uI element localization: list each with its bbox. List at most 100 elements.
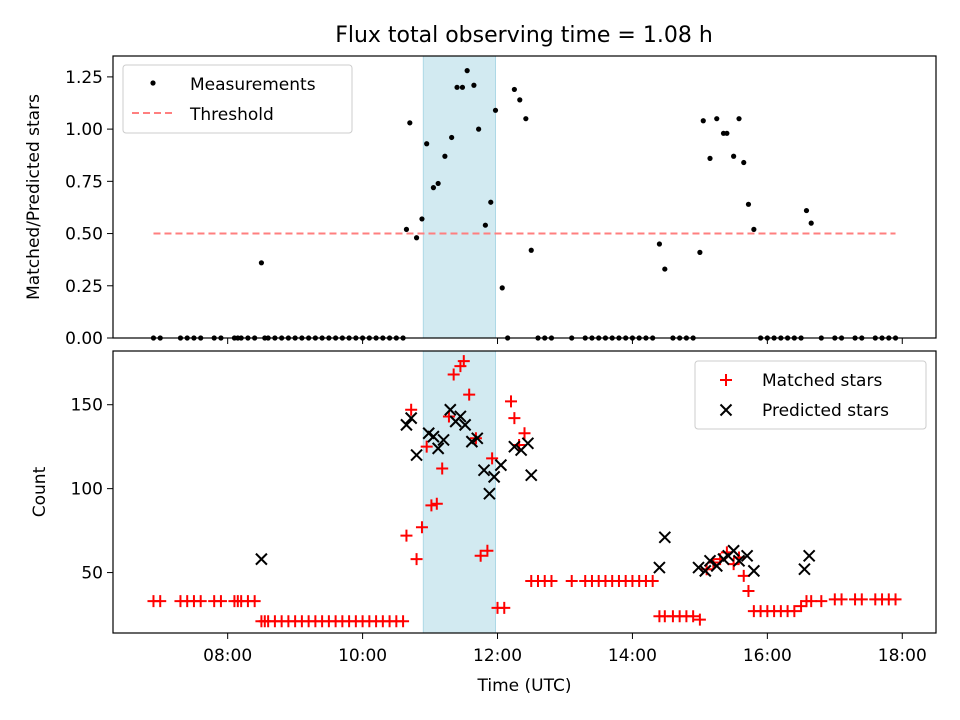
matched-star-point — [154, 595, 167, 608]
x-tick-label: 14:00 — [608, 646, 657, 666]
matched-star-point — [498, 601, 511, 614]
matched-star-point — [436, 462, 449, 475]
measurement-point — [459, 84, 466, 90]
matched-star-point — [486, 452, 499, 465]
predicted-star-point — [692, 561, 705, 574]
measurement-point — [511, 86, 517, 93]
counts-plot-area — [147, 355, 902, 628]
measurement-point — [745, 201, 752, 207]
x-tick-label: 16:00 — [743, 646, 792, 666]
x-tick-label: 18:00 — [878, 646, 927, 666]
matched-star-point — [889, 593, 902, 606]
legend-predicted-marker — [719, 403, 733, 417]
matched-star-point — [835, 593, 848, 606]
predicted-star-point — [525, 469, 538, 482]
matched-star-point — [214, 595, 227, 608]
predicted-star-point — [427, 430, 440, 443]
matched-star-point — [447, 368, 460, 381]
matched-star-point — [815, 595, 828, 608]
matched-star-point — [405, 403, 418, 416]
y-tick-label: 0.75 — [65, 172, 103, 192]
predicted-star-point — [471, 432, 484, 445]
counts-axes-frame — [112, 350, 937, 634]
measurement-point — [407, 120, 413, 126]
measurement-point — [724, 130, 730, 136]
predicted-star-point — [699, 564, 712, 578]
measurement-point — [656, 241, 663, 247]
measurement-point — [449, 134, 455, 141]
measurement-point — [697, 249, 703, 255]
measurement-point — [714, 116, 720, 122]
predicted-star-point — [740, 549, 754, 562]
measurement-point — [741, 159, 747, 166]
matched-star-point — [410, 553, 423, 566]
observing-span — [422, 55, 496, 339]
matched-star-point — [463, 388, 476, 401]
measurement-point — [517, 97, 523, 103]
matched-star-point — [194, 595, 207, 608]
y-tick-label: 0.00 — [65, 329, 103, 349]
matched-star-point — [415, 521, 428, 534]
matched-star-point — [795, 600, 808, 613]
measurement-point — [523, 116, 529, 122]
matched-star-point — [687, 610, 700, 623]
matched-star-point — [565, 574, 578, 587]
predicted-star-point — [465, 435, 479, 448]
predicted-star-point — [802, 549, 816, 562]
x-tick-label: 10:00 — [338, 646, 387, 666]
measurement-point — [476, 126, 482, 132]
y-tick-label: 50 — [81, 564, 103, 584]
measurement-point — [258, 260, 265, 266]
predicted-star-point — [444, 403, 457, 416]
measurement-point — [430, 185, 437, 191]
y-tick-label: 100 — [71, 480, 103, 500]
matched-star-point — [474, 549, 487, 562]
predicted-star-point — [658, 531, 672, 544]
x-axis-label: Time (UTC) — [477, 676, 572, 696]
matched-star-point — [430, 497, 443, 510]
measurement-point — [454, 84, 460, 90]
measurement-point — [528, 247, 534, 253]
legend-matched-label: Matched stars — [762, 371, 882, 391]
predicted-star-point — [521, 437, 535, 450]
ratio-legend: Measurements Threshold — [122, 64, 353, 134]
counts-y-axis-label: Count — [30, 466, 50, 517]
matched-star-point — [425, 499, 438, 512]
measurement-point — [808, 220, 814, 226]
predicted-star-point — [400, 418, 413, 432]
observing-span — [422, 350, 496, 634]
measurement-point — [442, 153, 448, 159]
matched-star-point — [646, 574, 659, 587]
predicted-star-point — [437, 433, 450, 447]
measurement-point — [751, 226, 757, 232]
matched-star-point — [457, 355, 470, 368]
legend-measurements-label: Measurements — [190, 75, 316, 95]
y-tick-label: 150 — [71, 396, 103, 416]
measurement-point — [471, 82, 477, 88]
measurement-point — [707, 155, 713, 161]
matched-star-point — [742, 585, 755, 598]
ratio-axes-frame — [112, 55, 937, 339]
matched-star-point — [518, 427, 531, 440]
matched-star-point — [788, 605, 801, 618]
matched-star-point — [805, 595, 818, 608]
matched-star-point — [420, 440, 433, 453]
predicted-star-point — [255, 552, 268, 566]
predicted-star-point — [404, 411, 418, 425]
measurement-point — [464, 68, 470, 74]
measurement-point — [419, 216, 425, 222]
matched-star-point — [855, 593, 868, 606]
measurement-point — [435, 180, 441, 187]
predicted-star-point — [410, 448, 423, 462]
measurement-point — [736, 116, 742, 122]
measurement-point — [731, 153, 737, 159]
measurement-point — [700, 118, 706, 124]
y-tick-label: 1.00 — [65, 120, 103, 140]
matched-star-point — [737, 569, 750, 582]
measurement-point — [499, 285, 505, 291]
predicted-star-point — [483, 487, 496, 500]
counts-x-ticks: 08:00 10:00 12:00 14:00 16:00 18:00 — [203, 633, 927, 666]
measurement-point — [662, 266, 668, 272]
